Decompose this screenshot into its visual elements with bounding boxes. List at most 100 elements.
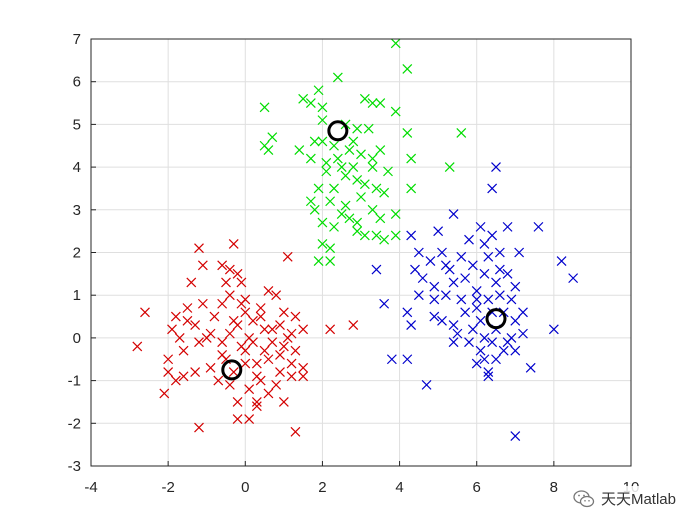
data-point [406, 183, 417, 194]
data-point [556, 256, 567, 266]
data-point [182, 315, 193, 326]
data-point [371, 264, 382, 275]
data-point [275, 320, 285, 331]
data-point [271, 290, 282, 301]
data-point [290, 426, 301, 437]
data-point [429, 294, 440, 305]
data-point [263, 354, 274, 365]
centroid-marker [221, 359, 243, 381]
data-point [456, 128, 467, 138]
data-point [406, 153, 417, 164]
data-point [444, 162, 455, 173]
data-point [448, 337, 459, 348]
data-point [429, 281, 440, 292]
data-point [240, 307, 251, 318]
data-point [340, 200, 351, 211]
data-point [278, 397, 289, 407]
data-point [491, 354, 501, 365]
x-tick-label: 4 [395, 479, 403, 496]
data-point [356, 149, 366, 160]
data-point [259, 102, 270, 113]
data-point [483, 251, 494, 262]
data-point [244, 414, 255, 424]
data-point [305, 98, 316, 108]
data-point [178, 371, 189, 382]
data-point [548, 324, 559, 335]
data-point [344, 145, 355, 155]
data-point [190, 320, 201, 331]
data-point [263, 286, 274, 296]
data-point [298, 362, 309, 373]
data-point [178, 345, 189, 356]
data-point [275, 367, 285, 377]
data-point [286, 371, 297, 382]
centroid-marker [327, 120, 349, 142]
data-point [348, 162, 359, 173]
data-point [298, 93, 309, 104]
data-point [464, 337, 474, 348]
x-tick-label: -2 [161, 479, 174, 496]
data-point [278, 307, 289, 318]
data-point [132, 341, 143, 352]
data-point [167, 324, 177, 335]
data-point [194, 243, 204, 254]
data-point [190, 367, 201, 377]
data-point [217, 337, 228, 348]
data-point [491, 162, 501, 173]
data-point [209, 311, 220, 322]
data-point [217, 260, 228, 271]
data-point [456, 251, 467, 262]
data-point [510, 431, 521, 442]
data-point [383, 166, 393, 177]
data-point [325, 196, 336, 207]
data-point [259, 324, 270, 335]
data-point [325, 324, 336, 335]
data-point [232, 320, 243, 331]
series-3 [371, 162, 579, 442]
data-point [448, 277, 459, 288]
data-point [197, 260, 208, 271]
data-point [402, 128, 413, 138]
data-point [263, 388, 274, 399]
data-point [359, 179, 370, 190]
y-tick-label: 2 [73, 245, 81, 262]
data-point [375, 98, 386, 108]
data-point [251, 401, 262, 412]
data-point [452, 328, 463, 339]
data-point [437, 315, 447, 326]
data-point [487, 230, 498, 241]
y-axis-ticks: -3 -2 -1 0 1 2 3 4 5 6 7 [68, 31, 96, 475]
data-point [221, 277, 231, 288]
data-point [413, 247, 424, 258]
data-point [356, 192, 366, 202]
x-tick-label: -4 [84, 479, 97, 496]
data-point [491, 277, 501, 288]
data-point [367, 162, 378, 173]
data-point [290, 345, 301, 356]
data-point [375, 213, 386, 224]
series-1 [132, 239, 359, 437]
data-point [379, 187, 390, 198]
data-point [224, 328, 235, 339]
data-point [282, 332, 293, 343]
data-point [371, 230, 382, 241]
data-point [502, 268, 513, 279]
data-point [232, 397, 243, 407]
x-tick-label: 8 [550, 479, 558, 496]
data-point [224, 379, 235, 390]
data-point [498, 345, 509, 356]
data-point [255, 303, 266, 313]
data-point [282, 251, 293, 262]
data-point [321, 157, 332, 168]
data-point [329, 183, 339, 194]
data-point [244, 384, 255, 395]
data-point [440, 290, 451, 301]
data-point [502, 221, 513, 232]
y-tick-label: 6 [73, 74, 81, 91]
data-point [267, 337, 278, 348]
data-point [510, 281, 521, 292]
data-point [390, 106, 401, 117]
data-point [309, 204, 320, 215]
data-point [510, 345, 521, 356]
